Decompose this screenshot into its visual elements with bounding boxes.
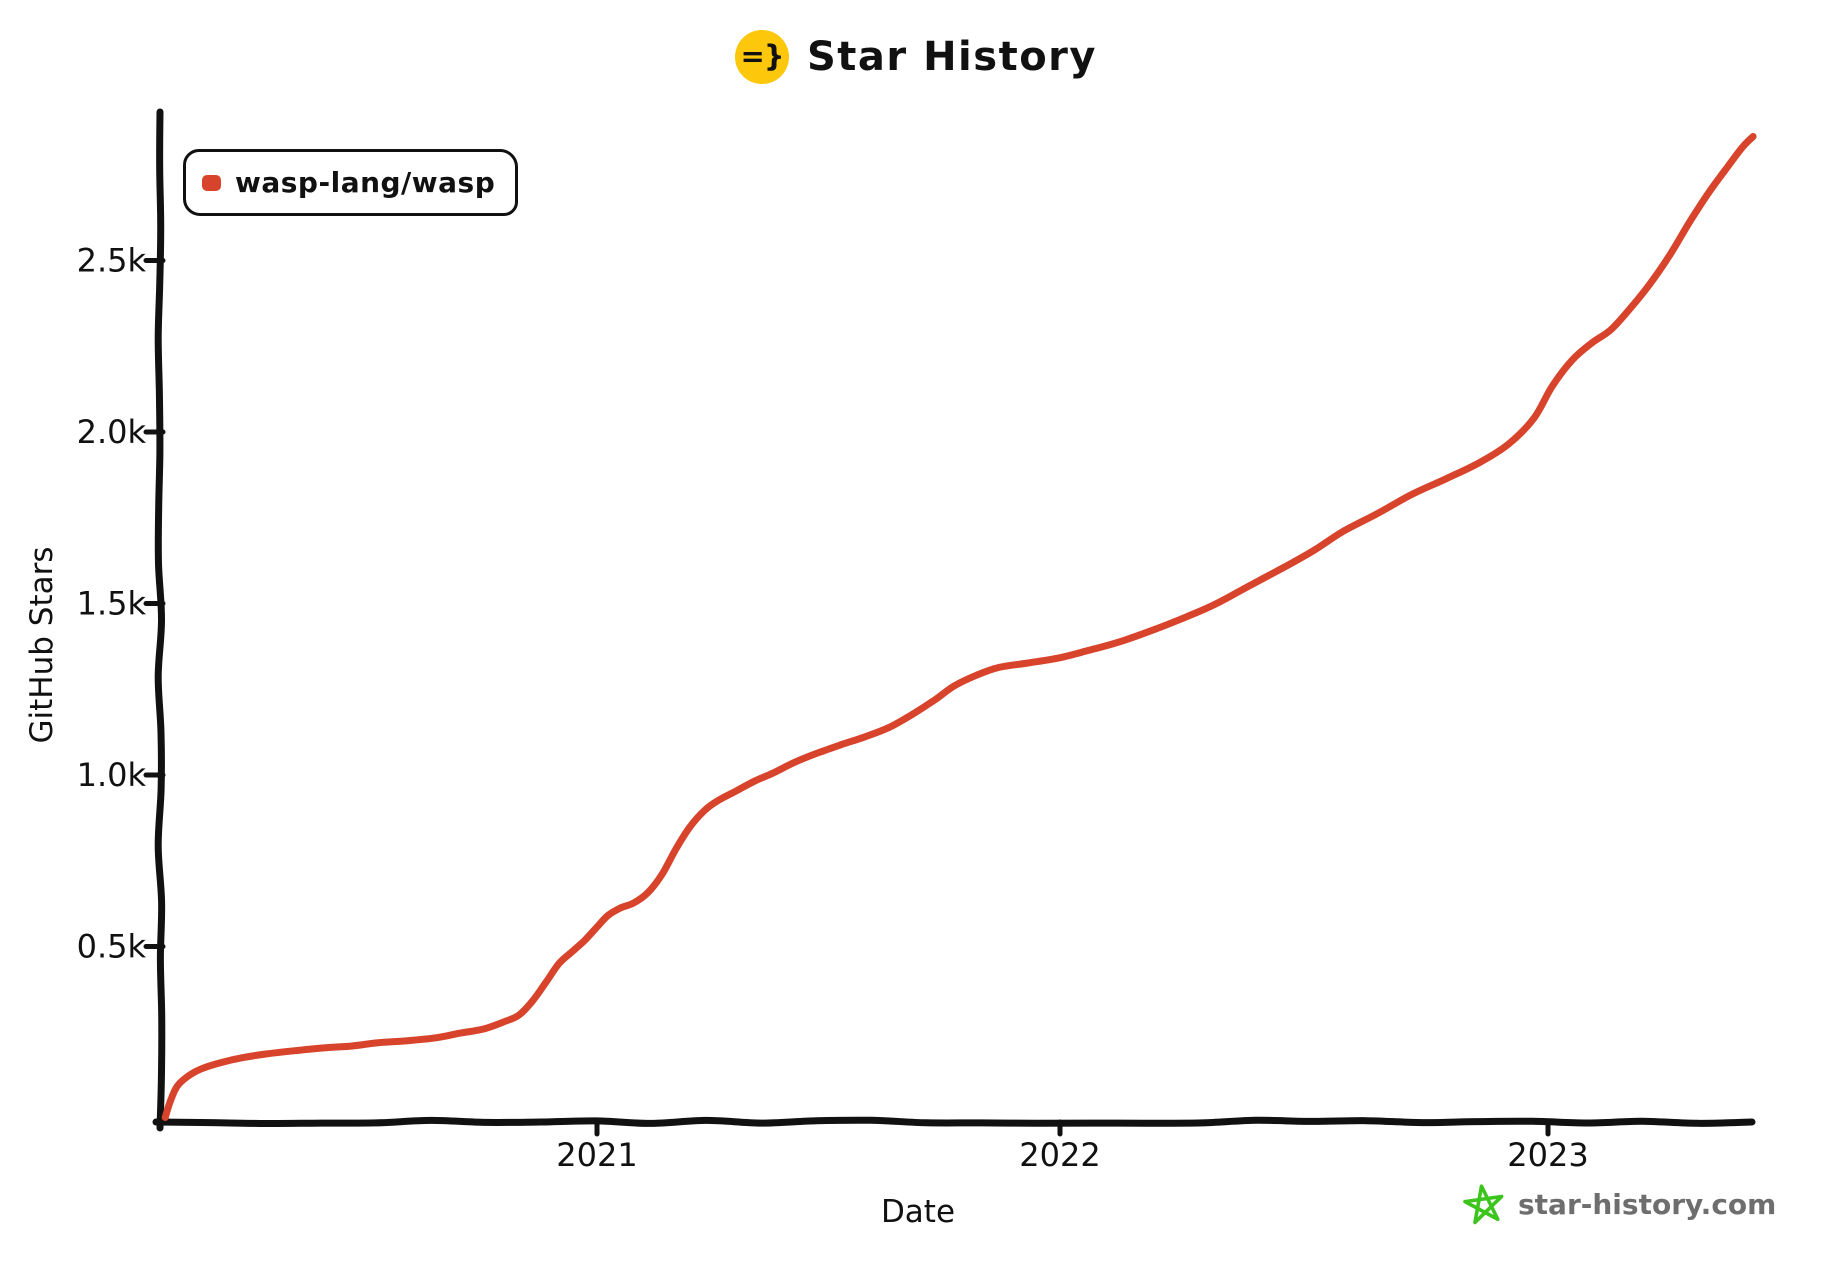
y-axis-title: GitHub Stars bbox=[24, 546, 60, 743]
legend-label: wasp-lang/wasp bbox=[235, 166, 496, 199]
axis-line bbox=[152, 1116, 1756, 1128]
x-axis-title: Date bbox=[881, 1194, 955, 1230]
y-tick-label: 2.0k bbox=[77, 413, 147, 451]
y-tick-label: 0.5k bbox=[77, 928, 147, 966]
app-title: =} Star History bbox=[0, 30, 1832, 84]
y-tick-label: 1.0k bbox=[77, 756, 147, 794]
y-tick-label: 1.5k bbox=[77, 585, 147, 623]
page-title: Star History bbox=[807, 34, 1097, 80]
series-color-swatch bbox=[202, 174, 221, 191]
star-icon bbox=[1463, 1184, 1504, 1225]
axes bbox=[152, 108, 1756, 1132]
axis-line bbox=[154, 108, 166, 1132]
watermark-link[interactable]: star-history.com bbox=[1462, 1182, 1776, 1226]
x-tick-label: 2021 bbox=[556, 1136, 637, 1174]
x-tick-label: 2022 bbox=[1019, 1136, 1100, 1174]
y-tick-label: 2.5k bbox=[77, 242, 147, 280]
legend-item-wasp-lang-wasp[interactable]: wasp-lang/wasp bbox=[183, 149, 519, 216]
x-tick-label: 2023 bbox=[1507, 1136, 1588, 1174]
wasp-logo-icon: =} bbox=[735, 30, 789, 84]
watermark-label: star-history.com bbox=[1518, 1187, 1777, 1221]
tick-labels: 0.5k 1.0k 1.5k 2.0k 2.5k 2021 2022 2023 bbox=[77, 242, 1589, 1175]
wasp-logo-glyph: =} bbox=[740, 39, 785, 73]
series-line-wasp-lang-wasp[interactable] bbox=[161, 133, 1757, 1121]
